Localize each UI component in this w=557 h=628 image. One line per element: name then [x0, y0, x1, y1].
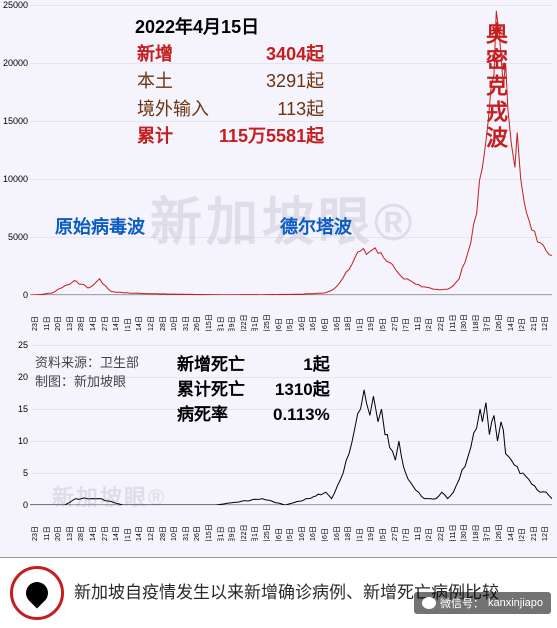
stats-table: 新增3404起本土3291起境外输入113起累计115万5581起: [135, 40, 334, 151]
stats-box-cases: 2022年4月15日 新增3404起本土3291起境外输入113起累计115万5…: [135, 15, 334, 151]
stats-date: 2022年4月15日: [135, 15, 334, 40]
wave-label-omicron: 奥密克戎波: [479, 22, 511, 152]
footer: 新加坡自疫情发生以来新增确诊病例、新增死亡病例比较 微信号： kanxinjia…: [0, 558, 557, 628]
wave-label-delta: 德尔塔波: [280, 213, 352, 239]
container: 新加坡眼® 1月23日2月11日2月20日3月13日3月28日4月14日4月27…: [0, 0, 557, 628]
logo-icon: [10, 566, 64, 620]
wechat-label: 微信号：: [440, 595, 484, 611]
cases-x-axis: 1月23日2月11日2月20日3月13日3月28日4月14日4月27日5月14日…: [30, 295, 552, 331]
wechat-id: kanxinjiapo: [488, 597, 543, 609]
watermark-small: 新加坡眼®: [52, 480, 166, 512]
wave-label-original: 原始病毒波: [55, 213, 145, 239]
wechat-badge: 微信号： kanxinjiapo: [414, 592, 551, 614]
chart-area: 新加坡眼® 1月23日2月11日2月20日3月13日3月28日4月14日4月27…: [0, 0, 557, 558]
wechat-icon: [422, 597, 436, 609]
